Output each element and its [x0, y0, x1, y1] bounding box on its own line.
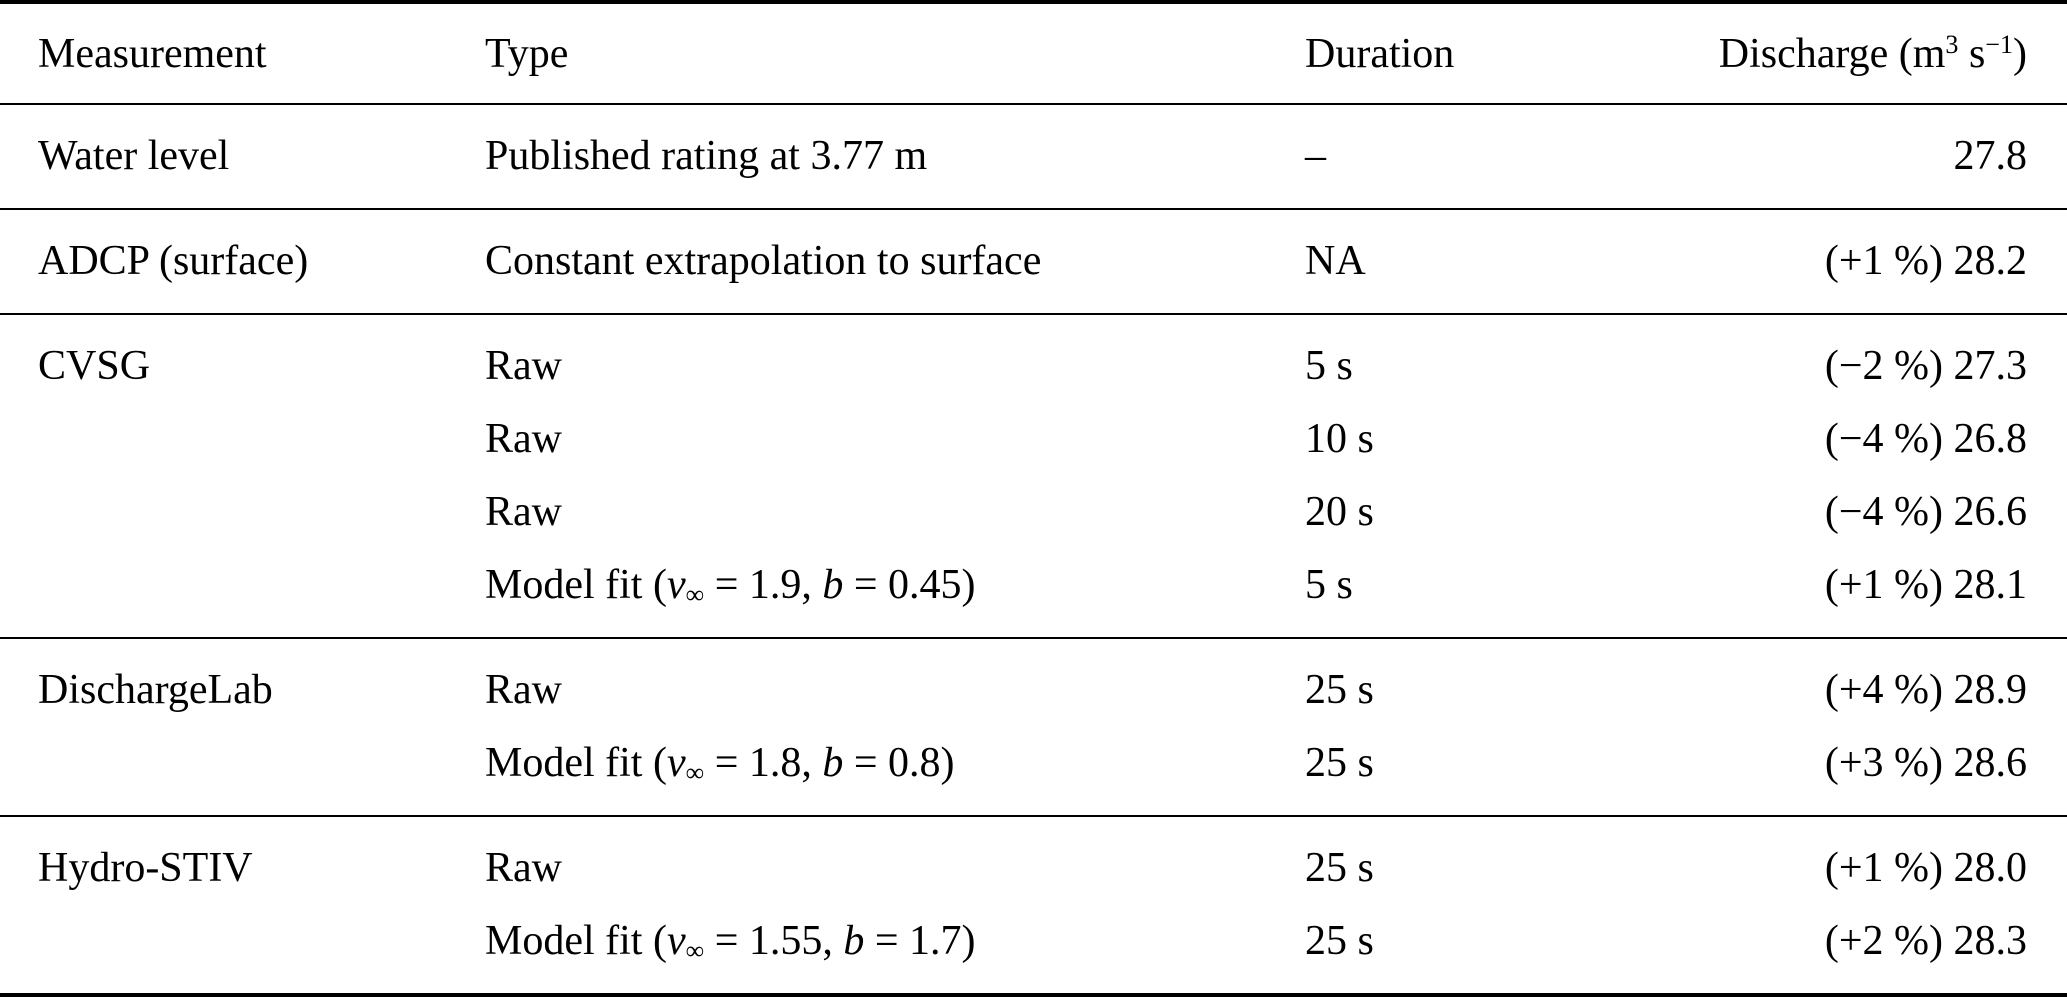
- type-cell: Constant extrapolation to surface: [485, 238, 1042, 284]
- table-row: Hydro-STIV Raw 25 s (+1 %) 28.0: [0, 816, 2067, 905]
- group-hydro-stiv: Hydro-STIV Raw 25 s (+1 %) 28.0 Model fi…: [0, 816, 2067, 995]
- table-row: Model fit (v∞ = 1.55, b = 1.7) 25 s (+2 …: [0, 905, 2067, 995]
- table-row: Raw 10 s (−4 %) 26.8: [0, 403, 2067, 476]
- discharge-cell: (−4 %) 26.8: [1824, 416, 2027, 462]
- duration-cell: 5 s: [1305, 343, 1353, 389]
- type-cell: Raw: [485, 667, 562, 713]
- group-water-level: Water level Published rating at 3.77 m –…: [0, 104, 2067, 209]
- math-var: v: [666, 918, 686, 964]
- math-var: b: [822, 740, 844, 786]
- type-cell: Raw: [485, 489, 562, 535]
- measurement-cell: [0, 476, 485, 549]
- duration-cell: 10 s: [1305, 416, 1374, 462]
- measurement-cell: [0, 727, 485, 816]
- measurement-cell: [0, 403, 485, 476]
- group-dischargelab: DischargeLab Raw 25 s (+4 %) 28.9 Model …: [0, 638, 2067, 816]
- type-text: = 1.7): [864, 918, 976, 964]
- discharge-cell: (+1 %) 28.1: [1824, 562, 2027, 608]
- type-text: Model fit (: [485, 562, 667, 608]
- measurement-cell: [0, 905, 485, 995]
- discharge-cell: (+1 %) 28.2: [1824, 238, 2027, 284]
- math-sub: ∞: [685, 936, 705, 966]
- math-sub: ∞: [685, 758, 705, 788]
- measurement-cell: ADCP (surface): [38, 238, 309, 284]
- type-cell: Model fit (v∞ = 1.55, b = 1.7): [485, 905, 1305, 995]
- type-text: Model fit (: [485, 740, 667, 786]
- type-cell: Published rating at 3.77 m: [485, 133, 928, 179]
- discharge-cell: (−4 %) 26.6: [1824, 489, 2027, 535]
- measurement-cell: Hydro-STIV: [38, 845, 253, 891]
- type-cell: Raw: [485, 845, 562, 891]
- duration-cell: 25 s: [1305, 918, 1374, 964]
- group-adcp: ADCP (surface) Constant extrapolation to…: [0, 209, 2067, 314]
- header-discharge-sup: −1: [1985, 29, 2013, 59]
- discharge-cell: (+2 %) 28.3: [1824, 918, 2027, 964]
- discharge-cell: (−2 %) 27.3: [1824, 343, 2027, 389]
- type-text: Model fit (: [485, 918, 667, 964]
- header-type: Type: [485, 31, 569, 77]
- measurement-cell: [0, 549, 485, 638]
- table-row: ADCP (surface) Constant extrapolation to…: [0, 209, 2067, 314]
- math-var: b: [843, 918, 865, 964]
- type-text: = 1.9,: [704, 562, 823, 608]
- math-var: v: [666, 562, 686, 608]
- discharge-cell: (+4 %) 28.9: [1824, 667, 2027, 713]
- discharge-cell: (+1 %) 28.0: [1824, 845, 2027, 891]
- table-row: Water level Published rating at 3.77 m –…: [0, 104, 2067, 209]
- duration-cell: 25 s: [1305, 845, 1374, 891]
- header-discharge: Discharge (m3 s−1): [1595, 2, 2067, 104]
- duration-cell: 20 s: [1305, 489, 1374, 535]
- measurement-cell: CVSG: [38, 343, 151, 389]
- table-row: Model fit (v∞ = 1.8, b = 0.8) 25 s (+3 %…: [0, 727, 2067, 816]
- header-measurement: Measurement: [38, 31, 267, 77]
- math-var: v: [666, 740, 686, 786]
- type-cell: Model fit (v∞ = 1.9, b = 0.45): [485, 549, 1305, 638]
- measurement-cell: DischargeLab: [38, 667, 273, 713]
- type-text: = 1.8,: [704, 740, 823, 786]
- duration-cell: NA: [1305, 238, 1366, 284]
- math-var: b: [822, 562, 844, 608]
- header-discharge-text: s: [1958, 31, 1986, 77]
- header-discharge-sup: 3: [1945, 29, 1959, 59]
- table-row: DischargeLab Raw 25 s (+4 %) 28.9: [0, 638, 2067, 727]
- type-text: = 0.8): [843, 740, 955, 786]
- type-cell: Model fit (v∞ = 1.8, b = 0.8): [485, 727, 1305, 816]
- header-discharge-text: ): [2013, 31, 2027, 77]
- type-cell: Raw: [485, 416, 562, 462]
- type-text: = 1.55,: [704, 918, 844, 964]
- type-cell: Raw: [485, 343, 562, 389]
- duration-cell: 25 s: [1305, 740, 1374, 786]
- header-row: Measurement Type Duration Discharge (m3 …: [0, 2, 2067, 104]
- table-row: Model fit (v∞ = 1.9, b = 0.45) 5 s (+1 %…: [0, 549, 2067, 638]
- duration-cell: 5 s: [1305, 562, 1353, 608]
- header-duration: Duration: [1305, 31, 1455, 77]
- math-sub: ∞: [685, 580, 705, 610]
- table-row: Raw 20 s (−4 %) 26.6: [0, 476, 2067, 549]
- duration-cell: 25 s: [1305, 667, 1374, 713]
- type-text: = 0.45): [843, 562, 976, 608]
- measurement-cell: Water level: [38, 133, 230, 179]
- discharge-cell: (+3 %) 28.6: [1824, 740, 2027, 786]
- table-row: CVSG Raw 5 s (−2 %) 27.3: [0, 314, 2067, 403]
- duration-cell: –: [1305, 133, 1326, 179]
- discharge-cell: 27.8: [1953, 133, 2028, 179]
- group-cvsg: CVSG Raw 5 s (−2 %) 27.3 Raw 10 s (−4 %)…: [0, 314, 2067, 638]
- header-discharge-text: Discharge (m: [1718, 31, 1946, 77]
- table-header: Measurement Type Duration Discharge (m3 …: [0, 2, 2067, 104]
